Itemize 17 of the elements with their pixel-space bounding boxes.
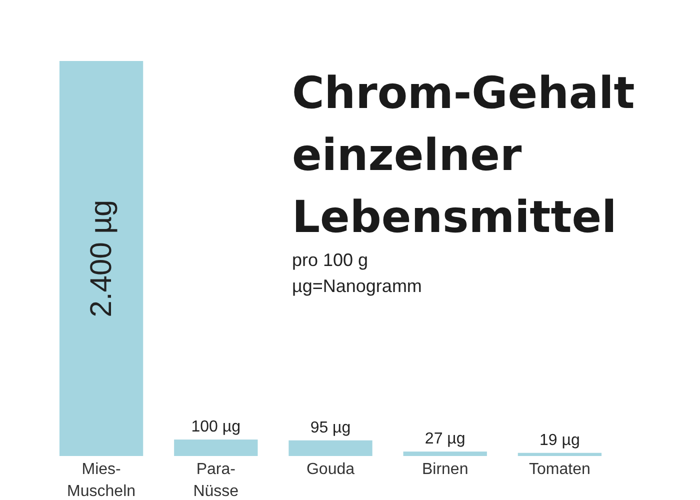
data-label: 100 µg (191, 418, 241, 436)
bar (288, 440, 372, 456)
x-tick-label: Gouda (306, 461, 355, 478)
data-label: 95 µg (310, 419, 351, 436)
x-tick-label: Para- Nüsse (193, 461, 239, 500)
text: Chrom-Gehalt einzelner Lebensmittel (292, 68, 635, 243)
bar (518, 452, 602, 456)
bar (403, 452, 487, 456)
data-label: 19 µg (540, 432, 580, 449)
bar (174, 440, 258, 456)
x-tick-label: Mies- Muscheln (67, 461, 136, 500)
text: pro 100 g µg=Nanogramm (292, 250, 422, 296)
x-tick-label: Tomaten (529, 461, 590, 478)
data-label: 27 µg (424, 430, 466, 448)
data-label: 2.400 µg (84, 200, 118, 318)
bar (59, 61, 144, 456)
x-tick-label: Birnen (422, 461, 468, 478)
